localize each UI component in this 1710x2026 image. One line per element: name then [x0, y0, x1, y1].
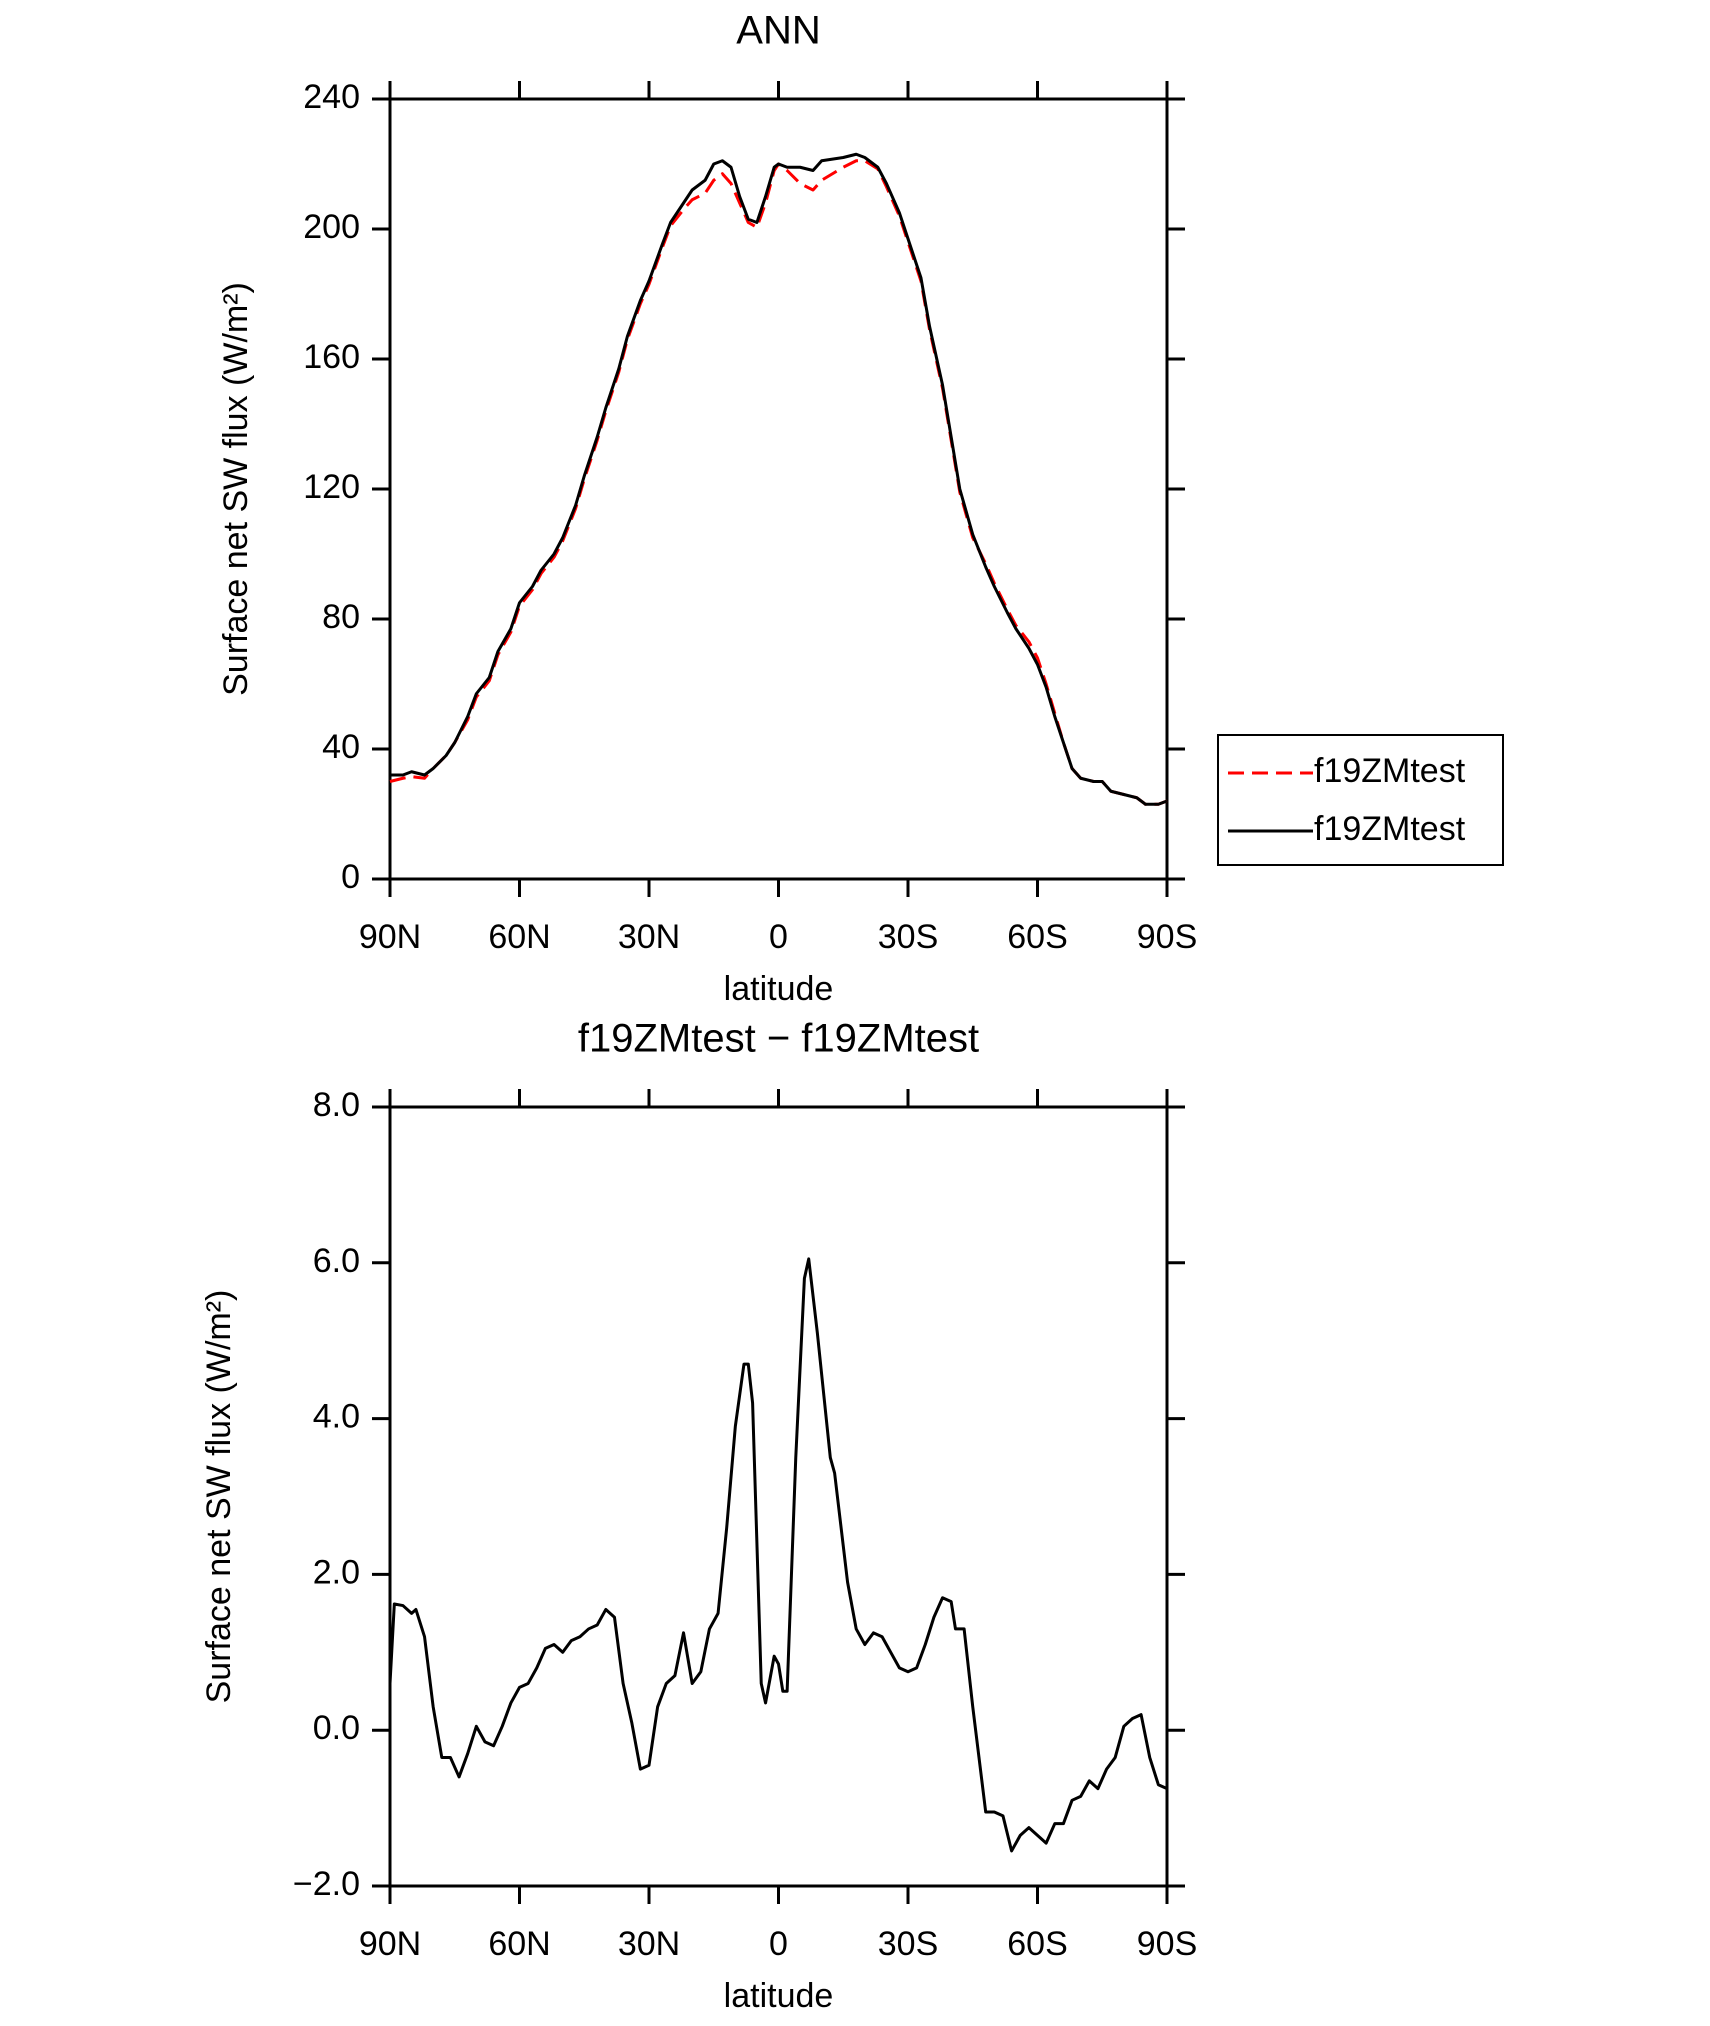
y-tick-label: 120: [303, 468, 360, 506]
data-line: [388, 1257, 1168, 1853]
x-tick-label: 30S: [878, 918, 939, 956]
legend-label: f19ZMtest: [1314, 752, 1466, 790]
x-axis-label: latitude: [724, 1977, 834, 2015]
chart-title: ANN: [736, 9, 820, 53]
x-tick-label: 60S: [1007, 918, 1068, 956]
x-tick-label: 90S: [1137, 918, 1198, 956]
x-tick-label: 60N: [488, 918, 550, 956]
x-tick-label: 90N: [359, 1925, 421, 1963]
y-tick-label: 0.0: [313, 1709, 360, 1747]
y-axis-label: Surface net SW flux (W/m²): [200, 1290, 238, 1704]
x-tick-label: 30N: [618, 918, 680, 956]
y-tick-label: 8.0: [313, 1086, 360, 1124]
x-tick-label: 60N: [488, 1925, 550, 1963]
x-tick-label: 30N: [618, 1925, 680, 1963]
x-axis-label: latitude: [724, 970, 834, 1008]
x-tick-label: 0: [769, 918, 788, 956]
y-tick-label: 160: [303, 338, 360, 376]
chart-title: f19ZMtest − f19ZMtest: [578, 1017, 979, 1061]
legend-label: f19ZMtest: [1314, 810, 1466, 848]
x-tick-label: 60S: [1007, 1925, 1068, 1963]
plot-frame: [388, 97, 1169, 881]
y-axis-label: Surface net SW flux (W/m²): [217, 282, 255, 696]
x-tick-label: 0: [769, 1925, 788, 1963]
data-line: [389, 159, 1168, 806]
y-tick-label: 40: [322, 728, 360, 766]
y-tick-label: 0: [341, 858, 360, 896]
x-tick-label: 90N: [359, 918, 421, 956]
x-tick-label: 30S: [878, 1925, 939, 1963]
y-tick-label: 80: [322, 598, 360, 636]
data-line: [390, 152, 1168, 806]
y-tick-label: 2.0: [313, 1553, 360, 1591]
x-tick-label: 90S: [1137, 1925, 1198, 1963]
plot-frame: [388, 1105, 1169, 1888]
legend-box: [1217, 734, 1504, 866]
y-tick-label: 6.0: [313, 1242, 360, 1280]
y-tick-label: 200: [303, 208, 360, 246]
y-tick-label: −2.0: [293, 1865, 360, 1903]
y-tick-label: 240: [303, 78, 360, 116]
y-tick-label: 4.0: [313, 1398, 360, 1436]
